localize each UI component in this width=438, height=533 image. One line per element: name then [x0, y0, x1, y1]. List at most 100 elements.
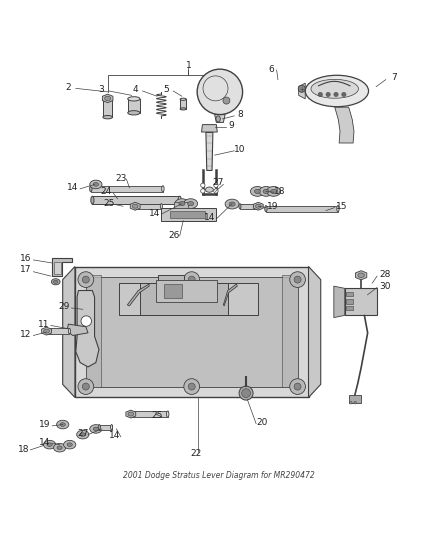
Ellipse shape — [80, 433, 85, 437]
Text: 10: 10 — [234, 145, 246, 154]
Circle shape — [294, 276, 301, 283]
Text: 14: 14 — [204, 213, 215, 222]
Text: 24: 24 — [101, 187, 112, 196]
Text: 19: 19 — [266, 202, 278, 211]
Ellipse shape — [44, 329, 49, 333]
Circle shape — [214, 183, 218, 188]
Text: 8: 8 — [237, 110, 243, 119]
Ellipse shape — [305, 75, 368, 107]
Bar — [240, 204, 258, 209]
Circle shape — [184, 379, 200, 394]
Ellipse shape — [60, 423, 65, 426]
Text: 15: 15 — [336, 202, 348, 211]
Text: 4: 4 — [132, 85, 138, 94]
Ellipse shape — [67, 443, 72, 447]
Text: 11: 11 — [38, 320, 49, 329]
Polygon shape — [102, 94, 113, 103]
Polygon shape — [308, 266, 321, 398]
Ellipse shape — [180, 108, 186, 110]
Circle shape — [298, 85, 305, 92]
Ellipse shape — [337, 206, 339, 212]
Ellipse shape — [263, 189, 269, 193]
Circle shape — [188, 276, 195, 283]
Bar — [119, 283, 258, 314]
Ellipse shape — [184, 199, 198, 208]
Ellipse shape — [251, 187, 265, 196]
Text: 9: 9 — [228, 122, 234, 131]
Circle shape — [334, 92, 338, 96]
Circle shape — [78, 379, 94, 394]
Ellipse shape — [110, 425, 113, 430]
Polygon shape — [130, 203, 140, 210]
Bar — [180, 99, 186, 109]
Polygon shape — [141, 275, 228, 314]
Text: 3: 3 — [98, 85, 104, 94]
Ellipse shape — [267, 187, 281, 196]
Text: 6: 6 — [268, 64, 274, 74]
Ellipse shape — [57, 446, 62, 449]
Circle shape — [294, 383, 301, 390]
Text: 27: 27 — [212, 178, 224, 187]
Ellipse shape — [271, 189, 277, 193]
Ellipse shape — [187, 201, 194, 206]
Ellipse shape — [225, 199, 239, 209]
Text: 20: 20 — [256, 418, 268, 427]
Text: 1: 1 — [186, 61, 191, 70]
Ellipse shape — [180, 98, 186, 100]
Text: 23: 23 — [115, 174, 127, 183]
Ellipse shape — [239, 204, 241, 209]
Ellipse shape — [93, 183, 99, 186]
Ellipse shape — [132, 204, 138, 208]
Circle shape — [188, 383, 195, 390]
Circle shape — [354, 401, 357, 404]
Ellipse shape — [98, 425, 100, 430]
Text: 30: 30 — [379, 281, 391, 290]
Ellipse shape — [43, 440, 56, 449]
Polygon shape — [52, 258, 72, 276]
Text: 14: 14 — [109, 431, 120, 440]
Polygon shape — [356, 271, 367, 280]
Ellipse shape — [103, 116, 113, 119]
Text: 18: 18 — [18, 445, 29, 454]
Ellipse shape — [259, 187, 273, 196]
Ellipse shape — [128, 111, 140, 115]
Ellipse shape — [51, 279, 60, 285]
Polygon shape — [42, 327, 51, 335]
Bar — [174, 203, 187, 207]
Ellipse shape — [254, 189, 261, 193]
Bar — [266, 206, 338, 212]
Circle shape — [350, 401, 352, 404]
Bar — [128, 99, 140, 113]
Text: 14: 14 — [148, 209, 160, 218]
Ellipse shape — [178, 196, 181, 204]
Circle shape — [201, 189, 205, 193]
Bar — [170, 211, 205, 217]
Bar — [92, 196, 180, 204]
Circle shape — [342, 92, 346, 96]
Text: 14: 14 — [39, 438, 50, 447]
Ellipse shape — [128, 412, 134, 416]
Ellipse shape — [205, 187, 213, 192]
Ellipse shape — [90, 425, 102, 433]
Text: 19: 19 — [39, 420, 50, 429]
Circle shape — [242, 389, 251, 398]
Ellipse shape — [162, 185, 164, 192]
Bar — [54, 262, 60, 274]
Text: 18: 18 — [273, 187, 285, 196]
Circle shape — [184, 272, 200, 287]
Text: 29: 29 — [58, 302, 70, 311]
Circle shape — [81, 316, 92, 326]
Ellipse shape — [68, 328, 71, 334]
Ellipse shape — [265, 206, 267, 212]
Circle shape — [214, 189, 218, 193]
Ellipse shape — [47, 443, 52, 447]
Polygon shape — [63, 266, 75, 398]
Bar — [349, 395, 361, 403]
Bar — [131, 411, 168, 417]
Ellipse shape — [53, 443, 66, 452]
Circle shape — [326, 92, 330, 96]
Bar — [46, 328, 70, 334]
Circle shape — [78, 272, 94, 287]
Circle shape — [197, 69, 243, 115]
Text: 26: 26 — [169, 231, 180, 239]
